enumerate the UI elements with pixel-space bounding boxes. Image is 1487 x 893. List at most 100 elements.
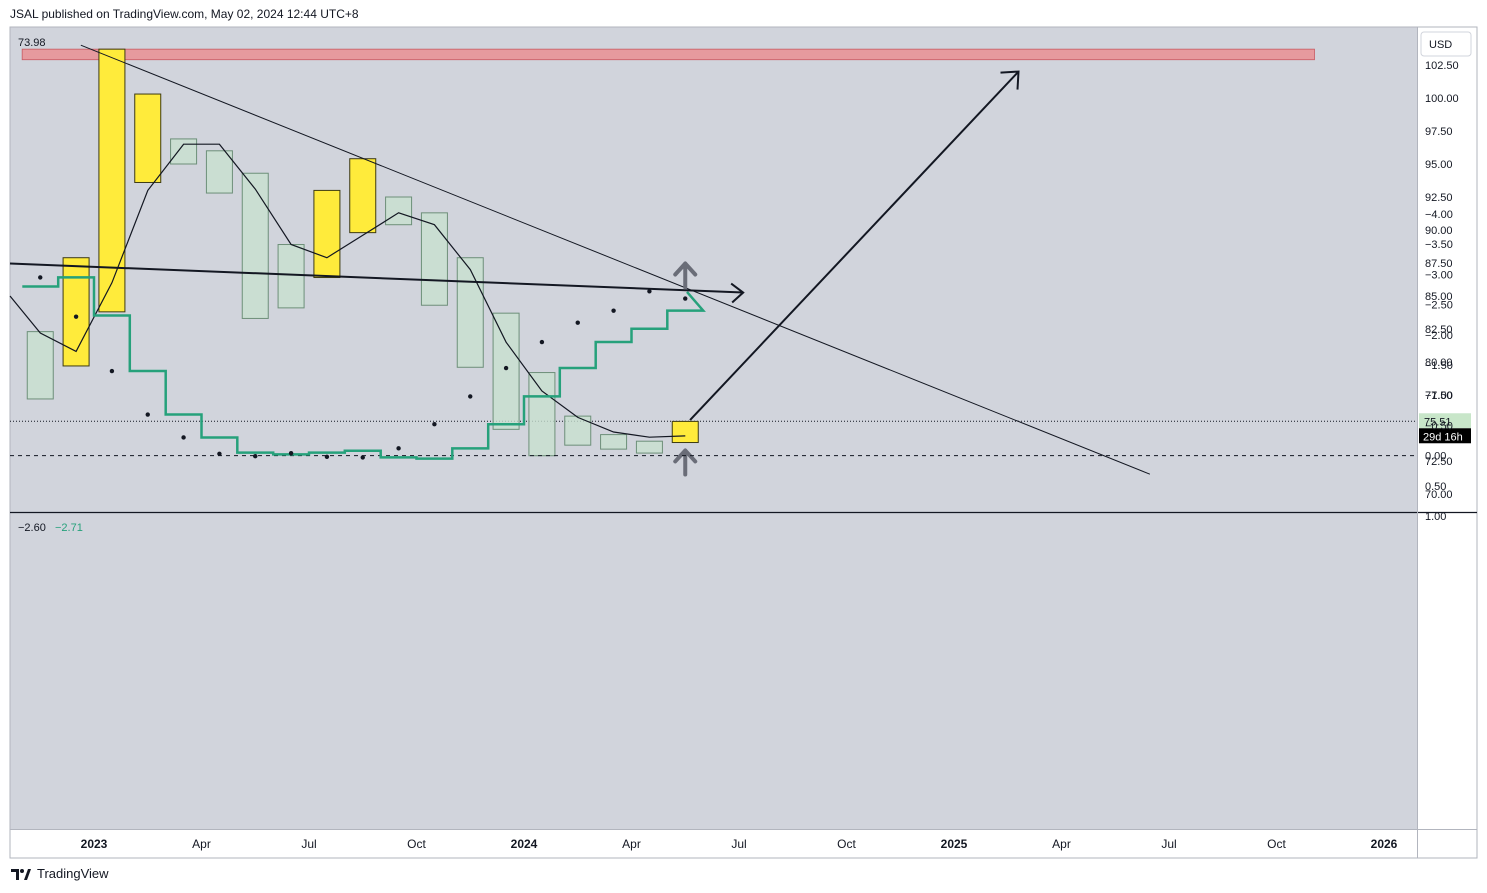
oscillator-dot bbox=[611, 308, 616, 313]
oscillator-dot bbox=[109, 368, 115, 374]
indicator-axis-tick-label: −2.50 bbox=[1425, 300, 1453, 312]
oscillator-dot bbox=[575, 320, 580, 325]
price-axis-tick-label: 80.00 bbox=[1425, 357, 1453, 369]
candle-down bbox=[241, 172, 269, 319]
currency-button[interactable]: USD bbox=[1420, 31, 1472, 57]
support-arrow-head bbox=[730, 282, 745, 304]
price-axis-tick-label: 90.00 bbox=[1425, 225, 1453, 237]
countdown-badge bbox=[1419, 428, 1471, 444]
indicator-axis-tick-label: −1.00 bbox=[1425, 390, 1453, 402]
projection-arrow-head bbox=[1000, 70, 1020, 90]
oscillator-dot bbox=[647, 289, 652, 294]
oscillator-dot bbox=[288, 450, 294, 456]
price-axis-tick-label: 70.00 bbox=[1425, 489, 1453, 501]
last-price-badge bbox=[1419, 413, 1471, 429]
oscillator-dot bbox=[539, 339, 545, 345]
candle-up bbox=[98, 48, 126, 313]
candle-down bbox=[205, 150, 233, 194]
time-axis-tick-label: 2023 bbox=[81, 837, 108, 851]
oscillator-dot bbox=[73, 314, 79, 319]
chart-frame bbox=[9, 26, 1478, 859]
candle-down bbox=[600, 434, 628, 450]
time-axis-tick-label: 2025 bbox=[941, 837, 968, 851]
indicator-axis-tick-label: 0.50 bbox=[1425, 481, 1446, 493]
time-axis-tick-label: Jul bbox=[1161, 837, 1176, 851]
candle-down bbox=[26, 331, 54, 400]
last-price-label: 75.51 bbox=[1424, 416, 1452, 428]
time-axis-tick-label: 2024 bbox=[511, 837, 538, 851]
candle-up bbox=[349, 158, 377, 234]
indicator-value-2: −2.71 bbox=[55, 522, 83, 534]
price-axis-tick-label: 92.50 bbox=[1425, 192, 1453, 204]
indicator-up-arrow-icon bbox=[673, 261, 698, 290]
candle-down bbox=[635, 440, 663, 454]
candle-down bbox=[528, 372, 556, 457]
currency-button-box bbox=[1420, 31, 1472, 57]
indicator-axis-tick-label: −3.50 bbox=[1425, 239, 1453, 251]
descending-trendline bbox=[80, 44, 1151, 475]
support-trendline bbox=[9, 262, 744, 294]
candle-down bbox=[277, 244, 305, 309]
tradingview-logo-icon bbox=[11, 868, 31, 880]
currency-button-label: USD bbox=[1429, 39, 1452, 51]
indicator-pane-background bbox=[10, 513, 1417, 829]
price-axis-tick-label: 95.00 bbox=[1425, 159, 1453, 171]
oscillator-dot bbox=[468, 394, 473, 399]
price-axis-tick-label: 82.50 bbox=[1425, 324, 1453, 336]
candle-up bbox=[134, 93, 162, 183]
oscillator-dot bbox=[683, 296, 688, 301]
indicator-axis-tick-label: −4.00 bbox=[1425, 209, 1453, 221]
time-axis-tick-label: Oct bbox=[1267, 837, 1286, 851]
candle-down bbox=[385, 196, 413, 226]
price-pane-background bbox=[10, 27, 1417, 512]
indicator-axis-tick-label: 0.00 bbox=[1425, 451, 1446, 463]
candle-down bbox=[492, 312, 520, 430]
price-axis-tick-label: 77.50 bbox=[1425, 390, 1453, 402]
published-by-line: JSAL published on TradingView.com, May 0… bbox=[10, 7, 359, 21]
candle-down bbox=[456, 257, 484, 368]
tradingview-brand-label: TradingView bbox=[37, 866, 109, 881]
price-axis-tick-label: 102.50 bbox=[1425, 60, 1459, 72]
indicator-axis-tick-label: −3.00 bbox=[1425, 269, 1453, 281]
tradingview-logo[interactable]: TradingView bbox=[10, 866, 109, 881]
time-axis-tick-label: Oct bbox=[407, 837, 426, 851]
oscillator-dot bbox=[360, 455, 365, 460]
indicator-axis-tick-label: −2.00 bbox=[1425, 330, 1453, 342]
time-axis-tick-label: Apr bbox=[1052, 837, 1071, 851]
oscillator-dot bbox=[181, 435, 186, 440]
indicator-axis-tick-label: −1.50 bbox=[1425, 360, 1453, 372]
time-axis-tick-label: Jul bbox=[731, 837, 746, 851]
candle-up bbox=[671, 420, 699, 444]
time-axis-tick-label: Oct bbox=[837, 837, 856, 851]
candle-up bbox=[313, 189, 341, 279]
oscillator-dot bbox=[396, 446, 401, 451]
price-axis-tick-label: 87.50 bbox=[1425, 258, 1453, 270]
price-corner-value: 73.98 bbox=[18, 37, 46, 49]
candle-down bbox=[170, 138, 198, 165]
oscillator-dot bbox=[38, 275, 43, 280]
candle-up bbox=[62, 257, 90, 367]
oscillator-step-line bbox=[22, 276, 706, 460]
oscillator-dot bbox=[324, 454, 330, 460]
price-axis-tick-label: 97.50 bbox=[1425, 126, 1453, 138]
countdown-label: 29d 16h bbox=[1423, 431, 1463, 443]
time-axis-tick-label: Apr bbox=[192, 837, 211, 851]
time-axis-tick-label: 2026 bbox=[1371, 837, 1398, 851]
time-axis-tick-label: Jul bbox=[301, 837, 316, 851]
indicator-axis-tick-label: 1.00 bbox=[1425, 511, 1446, 523]
oscillator-dot bbox=[503, 365, 509, 371]
time-axis-tick-label: Apr bbox=[622, 837, 641, 851]
oscillator-dot bbox=[217, 451, 222, 456]
candle-down bbox=[420, 212, 448, 306]
price-axis-tick-label: 72.50 bbox=[1425, 456, 1453, 468]
oscillator-dot bbox=[253, 454, 258, 459]
oscillator-dot bbox=[432, 421, 437, 427]
projection-arrow-line bbox=[689, 70, 1020, 421]
oscillator-dot bbox=[145, 412, 150, 417]
resistance-zone bbox=[21, 48, 1315, 61]
indicator-value-1: −2.60 bbox=[18, 522, 46, 534]
price-axis-tick-label: 85.00 bbox=[1425, 291, 1453, 303]
indicator-axis-tick-label: −0.50 bbox=[1425, 420, 1453, 432]
price-axis-tick-label: 100.00 bbox=[1425, 93, 1459, 105]
